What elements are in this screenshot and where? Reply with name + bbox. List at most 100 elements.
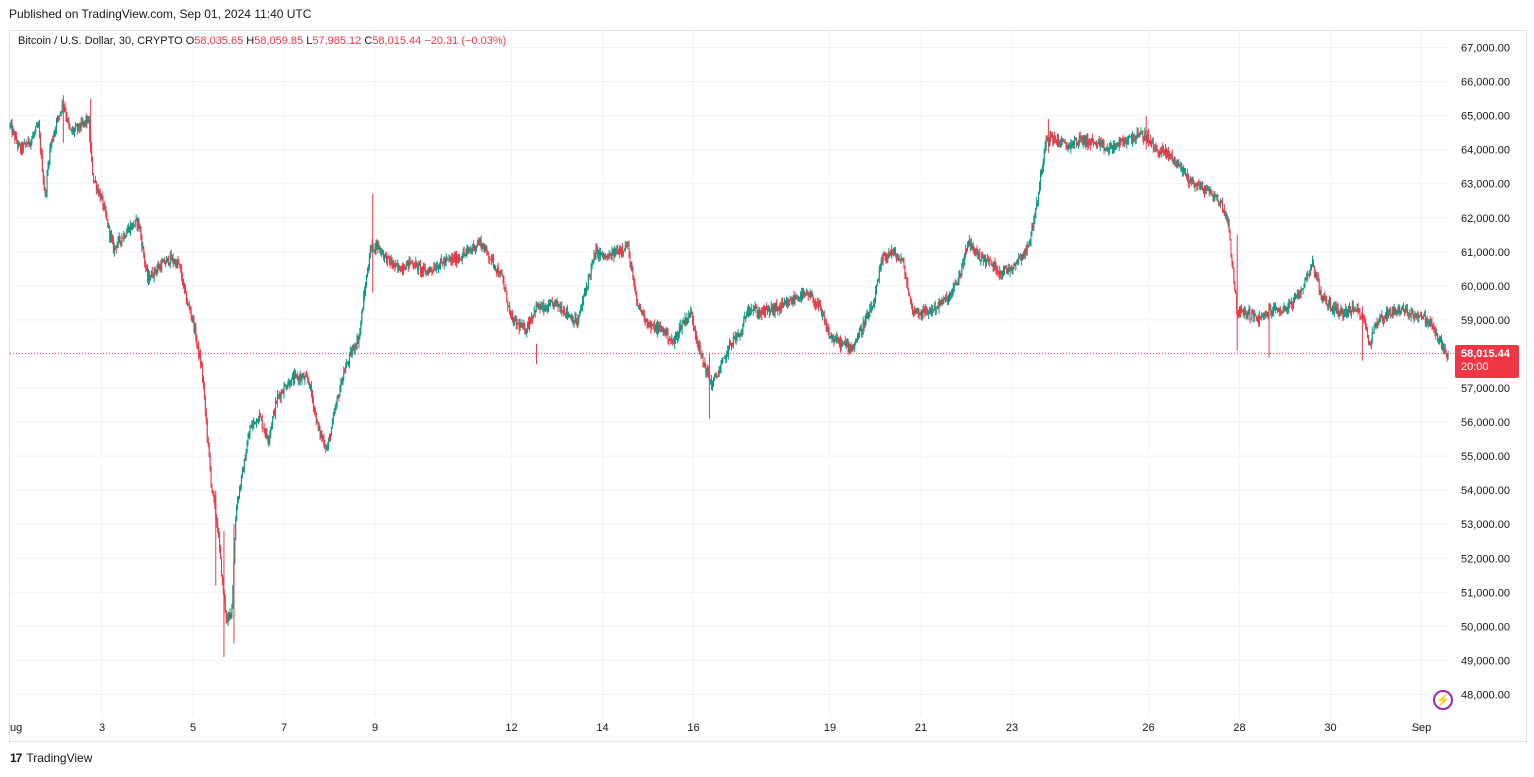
candle-body — [964, 254, 966, 265]
candle-body — [202, 377, 204, 387]
candle-body — [154, 268, 156, 272]
candle-body — [1171, 153, 1173, 161]
candle-body — [162, 262, 164, 264]
candle-body — [783, 304, 785, 306]
candle-body — [680, 325, 682, 330]
candle-body — [409, 259, 411, 264]
candle-body — [1190, 178, 1192, 181]
candle-body — [194, 327, 196, 331]
candle-body — [97, 188, 99, 195]
candle-body — [145, 262, 147, 268]
candle-body — [935, 308, 937, 311]
candle-body — [584, 292, 586, 296]
candle-body — [992, 263, 994, 268]
candle-body — [1098, 141, 1100, 147]
candle-body — [699, 345, 701, 354]
candle-body — [774, 305, 776, 313]
candle-body — [953, 285, 955, 288]
candle-body — [124, 234, 126, 238]
candle-body — [989, 259, 991, 261]
candle-body — [291, 377, 293, 386]
candle-body — [767, 307, 769, 309]
candle-body — [887, 255, 889, 259]
candle-body — [1111, 144, 1113, 149]
price-tick-label: 60,000.00 — [1461, 281, 1510, 293]
candle-body — [1007, 268, 1009, 273]
candle-body — [246, 444, 248, 453]
candle-body — [846, 343, 848, 347]
candle-body — [617, 249, 619, 251]
candle-body — [426, 271, 428, 273]
candle-body — [420, 265, 422, 272]
candle-body — [457, 259, 459, 263]
candle-body — [125, 236, 127, 238]
candle-body — [912, 310, 914, 313]
candle-body — [1444, 347, 1446, 353]
candle-body — [866, 313, 868, 319]
candle-body — [1032, 224, 1034, 228]
candle-body — [1240, 310, 1242, 313]
candle-body — [739, 333, 741, 336]
candle-body — [1386, 310, 1388, 318]
candle-body — [1182, 167, 1184, 172]
candle-body — [1099, 141, 1101, 147]
candle-body — [366, 272, 368, 277]
candle-body — [288, 381, 290, 385]
candle-body — [47, 166, 49, 175]
candle-body — [864, 320, 866, 328]
candle-body — [38, 125, 40, 127]
candle-body — [1026, 245, 1028, 252]
lightning-icon[interactable]: ⚡ — [1433, 690, 1453, 710]
candle-body — [882, 253, 884, 262]
candle-body — [1209, 190, 1211, 193]
candle-body — [1198, 183, 1200, 185]
candle-body — [1294, 297, 1296, 299]
candle-body — [911, 300, 913, 307]
candle-body — [874, 302, 876, 305]
candle-body — [1380, 317, 1382, 319]
candle-body — [193, 317, 195, 331]
candle-body — [513, 318, 515, 325]
candle-body — [662, 328, 664, 332]
candle-body — [1264, 314, 1266, 316]
candle-body — [415, 262, 417, 268]
candle-body — [895, 254, 897, 259]
candle-body — [1384, 317, 1386, 319]
candle-body — [1266, 314, 1268, 317]
candle-body — [1090, 141, 1092, 146]
candle-body — [542, 304, 544, 307]
candle-body — [1381, 314, 1383, 318]
candle-body — [13, 129, 15, 133]
candle-body — [1306, 274, 1308, 278]
candle-body — [405, 263, 407, 270]
candle-body — [251, 425, 253, 428]
candle-body — [956, 284, 958, 286]
time-tick-label: 16 — [687, 722, 699, 734]
candle-body — [362, 309, 364, 313]
candle-body — [541, 306, 543, 308]
candle-body — [367, 267, 369, 273]
candle-body — [1251, 310, 1253, 319]
candle-body — [1410, 311, 1412, 317]
candle-body — [899, 259, 901, 261]
candle-body — [266, 430, 268, 438]
candle-body — [384, 254, 386, 258]
bar-countdown: 20:00 — [1461, 361, 1489, 373]
candle-body — [1315, 274, 1317, 277]
candle-body — [1332, 306, 1334, 313]
candle-body — [1033, 218, 1035, 228]
candle-body — [917, 308, 919, 313]
candle-body — [1185, 176, 1187, 178]
candle-body — [74, 125, 76, 130]
candle-body — [609, 253, 611, 256]
candle-body — [1442, 343, 1444, 350]
candle-body — [925, 308, 927, 314]
candle-body — [849, 344, 851, 350]
candle-body — [786, 301, 788, 304]
candle-body — [250, 425, 252, 429]
candle-body — [176, 260, 178, 268]
price-tick-label: 65,000.00 — [1461, 111, 1510, 123]
candle-body — [338, 395, 340, 397]
candle-body — [101, 195, 103, 197]
